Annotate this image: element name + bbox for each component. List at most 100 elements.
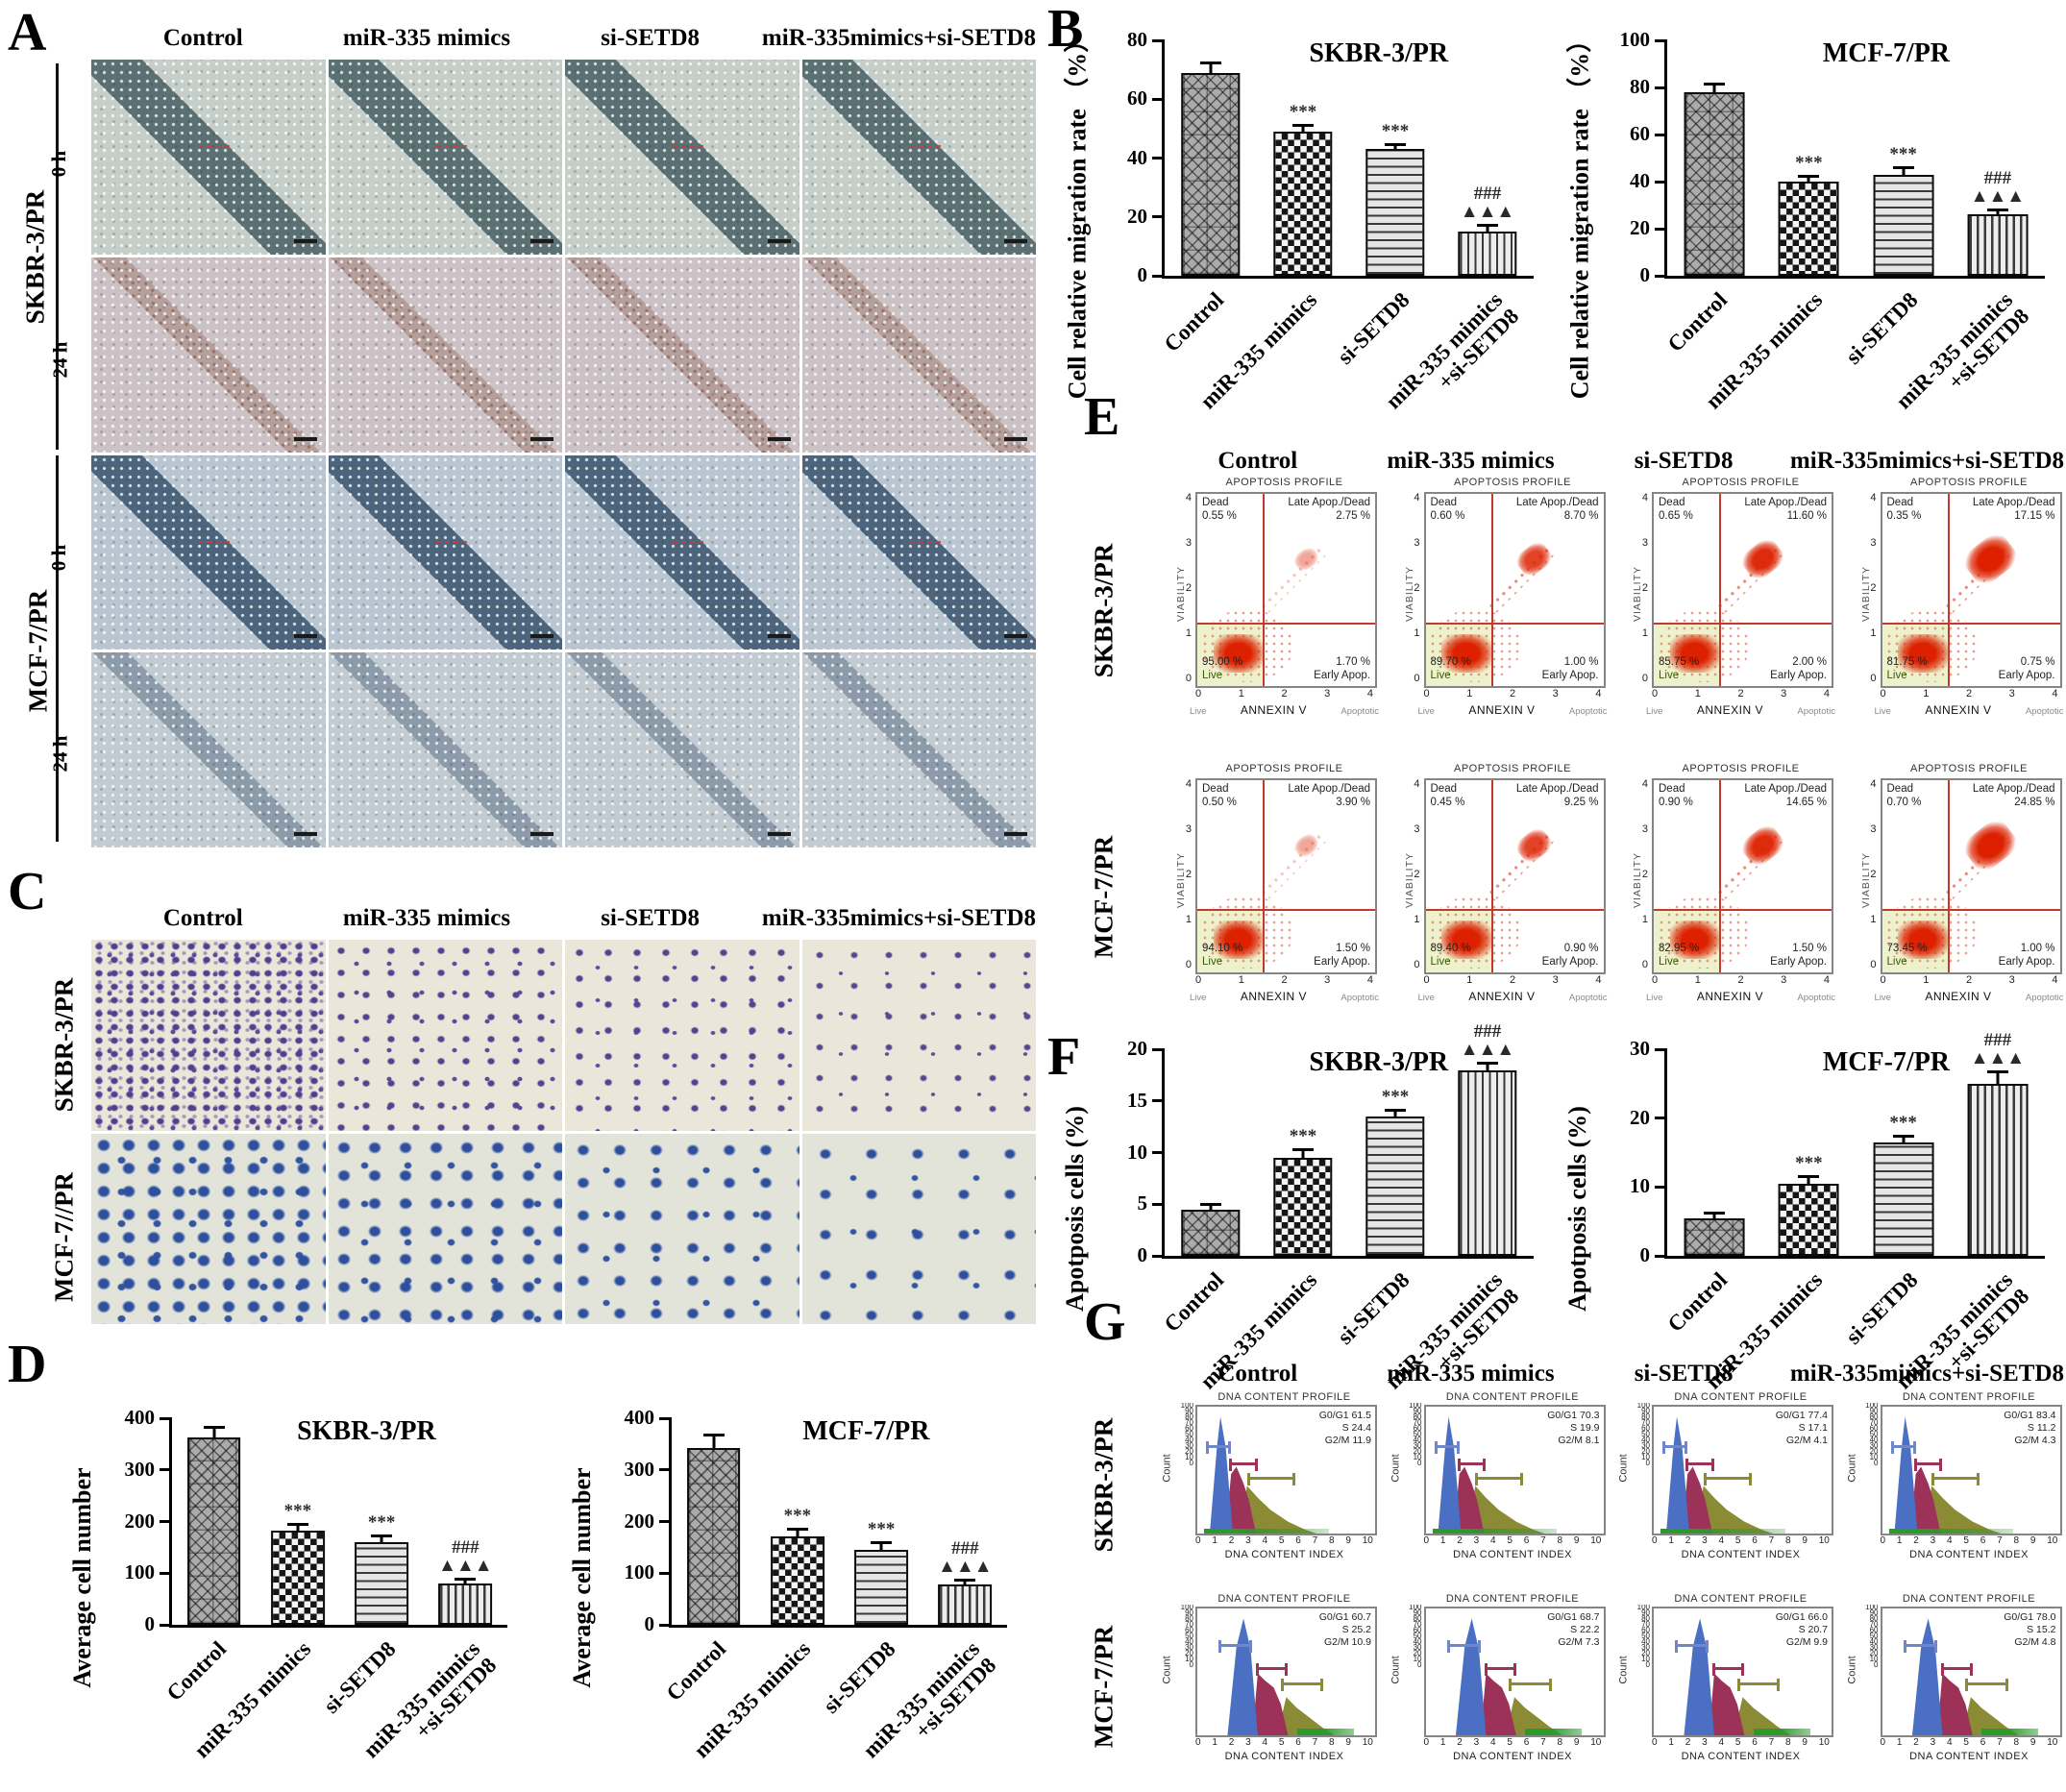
- x-axis-label: ANNEXIN V: [1468, 990, 1536, 1003]
- wound-image: [801, 652, 1036, 847]
- late-label: Late Apop./Dead: [1515, 783, 1599, 795]
- panel-c-image-grid: [91, 940, 1036, 1324]
- flow-plot: APOPTOSIS PROFILE Dead 0.50 % Late Apop./De…: [1151, 763, 1380, 1051]
- s-gate-marker: [1712, 1662, 1745, 1676]
- panel-g: G Control miR-335 mimics si-SETD8 miR-335mi…: [1038, 1288, 2066, 1792]
- y-tick-label: 0: [644, 1612, 655, 1635]
- dna-histogram: DNA CONTENT PROFILE G0/G1 66.0 S 20.7 G2/M …: [1608, 1593, 1836, 1792]
- y-tick: [1152, 1202, 1165, 1206]
- x-axis-label: DNA CONTENT INDEX: [1681, 1549, 1801, 1560]
- quadrant-early-apoptotic: 0.90 % Early Apop.: [1542, 943, 1599, 970]
- texture-speckle: [328, 60, 562, 255]
- panel-a-bracket-skbr: [56, 63, 59, 450]
- x-tick-label: 7: [1540, 1737, 1546, 1748]
- significance-marks: ### ▲▲▲: [438, 1536, 493, 1576]
- y-tick: [659, 1571, 672, 1575]
- y-tick-label: 4: [1185, 492, 1192, 503]
- s-percent: S 19.9: [1570, 1422, 1600, 1435]
- dna-histogram: DNA CONTENT PROFILE G0/G1 61.5 S 24.4 G2/M …: [1151, 1391, 1380, 1591]
- x-left-label: Live: [1646, 706, 1663, 717]
- column-header: Control: [1217, 448, 1298, 474]
- y-tick: [1655, 274, 1667, 278]
- texture-speckle: [801, 454, 1036, 651]
- x-category-label: Control: [1159, 287, 1229, 356]
- bar-si-setd8: [1873, 174, 1934, 276]
- y-tick-label: 20: [1630, 1105, 1650, 1129]
- g2m-percent: G2/M 9.9: [1785, 1636, 1828, 1649]
- flow-plot: APOPTOSIS PROFILE Dead 0.70 % Late Apop./De…: [1836, 763, 2065, 1051]
- error-bar: [296, 1526, 300, 1531]
- dna-histogram: DNA CONTENT PROFILE G0/G1 68.7 S 22.2 G2/M …: [1380, 1593, 1609, 1792]
- late-label: Late Apop./Dead: [1744, 783, 1827, 795]
- y-tick-label: 1: [1185, 914, 1192, 925]
- y-tick-label: 1: [1185, 627, 1192, 639]
- g0g1-percent: G0/G1 60.7: [1318, 1611, 1371, 1623]
- x-left-label: Live: [1190, 706, 1207, 717]
- error-bar-cap: [1704, 82, 1726, 86]
- y-tick-label: 200: [124, 1509, 156, 1533]
- x-tick-label: 0: [1423, 688, 1430, 700]
- dead-label: Dead: [1202, 783, 1229, 795]
- phase-percentages: G0/G1 68.7 S 22.2 G2/M 7.3: [1547, 1611, 1599, 1649]
- x-tick-label: 6: [1523, 1737, 1530, 1748]
- dead-percent: 0.60 %: [1430, 509, 1465, 522]
- g0g1-percent: G0/G1 61.5: [1318, 1410, 1371, 1421]
- plot-area: MCF-7/PR 0 100 200 300 400 *** *** ### ▲▲▲: [625, 1408, 1007, 1634]
- y-tick: [1655, 38, 1667, 42]
- x-tick-label: 0: [1652, 688, 1659, 700]
- y-tick: [1655, 133, 1667, 136]
- error-bar: [380, 1536, 383, 1542]
- live-label: Live: [1202, 670, 1223, 682]
- x-tick-label: 0: [1423, 1535, 1430, 1546]
- y-tick-label: 0: [1639, 1243, 1651, 1266]
- y-axis-label: VIABILITY: [1175, 565, 1188, 623]
- g2m-gate-marker: [1703, 1472, 1752, 1485]
- y-tick-label: 3: [1870, 823, 1877, 835]
- x-tick-label: 0: [1880, 688, 1886, 700]
- x-tick-label: 2: [1965, 688, 1973, 700]
- x-tick-label: 1: [1238, 974, 1244, 986]
- late-percent: 3.90 %: [1336, 796, 1370, 808]
- phase-percentages: G0/G1 61.5 S 24.4 G2/M 11.9: [1319, 1410, 1371, 1447]
- panel-c-rowlabel-mcf7pr: MCF-7//PR: [49, 1172, 79, 1302]
- live-cell-cluster: [1898, 634, 1948, 673]
- x-axis-label: ANNEXIN V: [1696, 990, 1763, 1003]
- x-axis-labels: Live ANNEXIN V Apoptotic: [1875, 990, 2064, 1003]
- y-axis-label: Count: [1161, 1454, 1173, 1483]
- texture-speckle: [91, 60, 326, 255]
- y-tick: [1152, 97, 1165, 101]
- early-label: Early Apop.: [1314, 670, 1370, 682]
- quadrant-dead: Dead 0.60 %: [1431, 497, 1465, 524]
- late-percent: 9.25 %: [1563, 796, 1599, 808]
- x-tick-label: 9: [1573, 1535, 1580, 1546]
- x-tick-label: 3: [1552, 688, 1559, 700]
- dead-label: Dead: [1886, 497, 1914, 508]
- texture-speckle: [328, 257, 562, 453]
- column-header: si-SETD8: [601, 905, 700, 931]
- late-percent: 8.70 %: [1563, 509, 1599, 522]
- y-tick-label: 60: [1630, 122, 1650, 145]
- x-axis-label: DNA CONTENT INDEX: [1224, 1751, 1344, 1762]
- x-tick-label: 7: [1768, 1535, 1775, 1546]
- x-left-label: Live: [1417, 706, 1435, 717]
- dead-label: Dead: [1430, 497, 1458, 508]
- x-tick-label: 10: [1362, 1737, 1373, 1748]
- y-tick: [160, 1468, 172, 1472]
- significance-marks: ### ▲▲▲: [1970, 1030, 2026, 1069]
- error-bar: [1996, 210, 2000, 215]
- histogram-title: DNA CONTENT PROFILE: [1445, 1391, 1580, 1403]
- error-bar-cap: [1892, 1135, 1914, 1139]
- y-tick: [1152, 157, 1165, 160]
- texture-speckle: [91, 454, 326, 651]
- error-bar-cap: [954, 1578, 976, 1582]
- x-tick-label: 1: [1466, 688, 1473, 700]
- s-gate-marker: [1229, 1459, 1258, 1472]
- x-axis-ticks: 0 1 2 3 4: [1195, 974, 1373, 986]
- column-header: miR-335mimics+si-SETD8: [761, 25, 1036, 51]
- y-tick-label: 400: [624, 1406, 655, 1429]
- histogram-plot-area: G0/G1 70.3 S 19.9 G2/M 8.1: [1423, 1405, 1606, 1535]
- x-axis-label: ANNEXIN V: [1468, 703, 1536, 717]
- y-axis-ticks: 4 3 2 1 0: [1409, 778, 1419, 970]
- x-tick-label: 4: [1823, 688, 1830, 700]
- y-axis-ticks: 4 3 2 1 0: [1636, 778, 1648, 970]
